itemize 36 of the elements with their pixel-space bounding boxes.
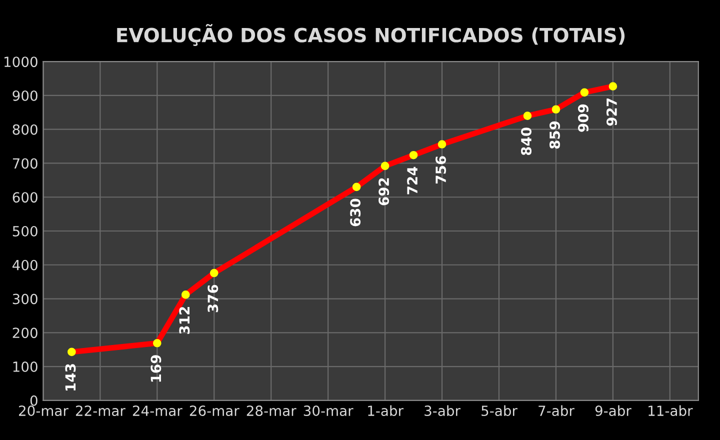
data-label: 169 [150,355,162,382]
x-tick-label: 9-abr [595,405,632,416]
y-tick-label: 800 [12,124,38,135]
y-tick-label: 500 [12,226,38,236]
data-label: 756 [436,156,446,184]
y-tick-label: 0 [30,395,38,406]
data-label: 927 [606,98,617,126]
x-tick-label: 30-mar [304,406,354,416]
data-label: 312 [179,307,190,334]
y-tick-label: 300 [12,294,38,304]
y-tick-label: 1000 [4,56,38,68]
data-label: 909 [578,104,588,132]
data-label: 840 [521,128,532,156]
x-tick-label: 11-abr [648,405,693,416]
x-tick-label: 20-mar [19,406,68,416]
x-tick-label: 5-abr [482,405,518,416]
x-tick-label: 22-mar [76,406,126,416]
data-label: 692 [378,178,390,206]
data-label: 859 [549,121,560,149]
data-label: 376 [208,284,218,312]
y-tick-label: 200 [12,328,38,338]
x-tick-label: 28-mar [246,406,296,416]
y-tick-label: 900 [12,90,38,101]
data-label: 143 [65,364,76,390]
data-label: 724 [407,166,418,194]
y-tick-label: 100 [13,361,38,372]
y-tick-label: 400 [12,260,38,270]
y-tick-label: 700 [12,158,38,169]
chart-title: EVOLUÇÃO DOS CASOS NOTIFICADOS (TOTAIS) [117,24,625,46]
x-tick-label: 26-mar [190,406,240,416]
x-tick-label: 7-abr [538,405,574,416]
x-tick-label: 1-abr [368,405,404,416]
x-tick-label: 3-abr [424,405,460,416]
x-tick-label: 24-mar [132,406,182,416]
data-label: 630 [350,198,361,226]
y-tick-label: 600 [12,192,38,203]
